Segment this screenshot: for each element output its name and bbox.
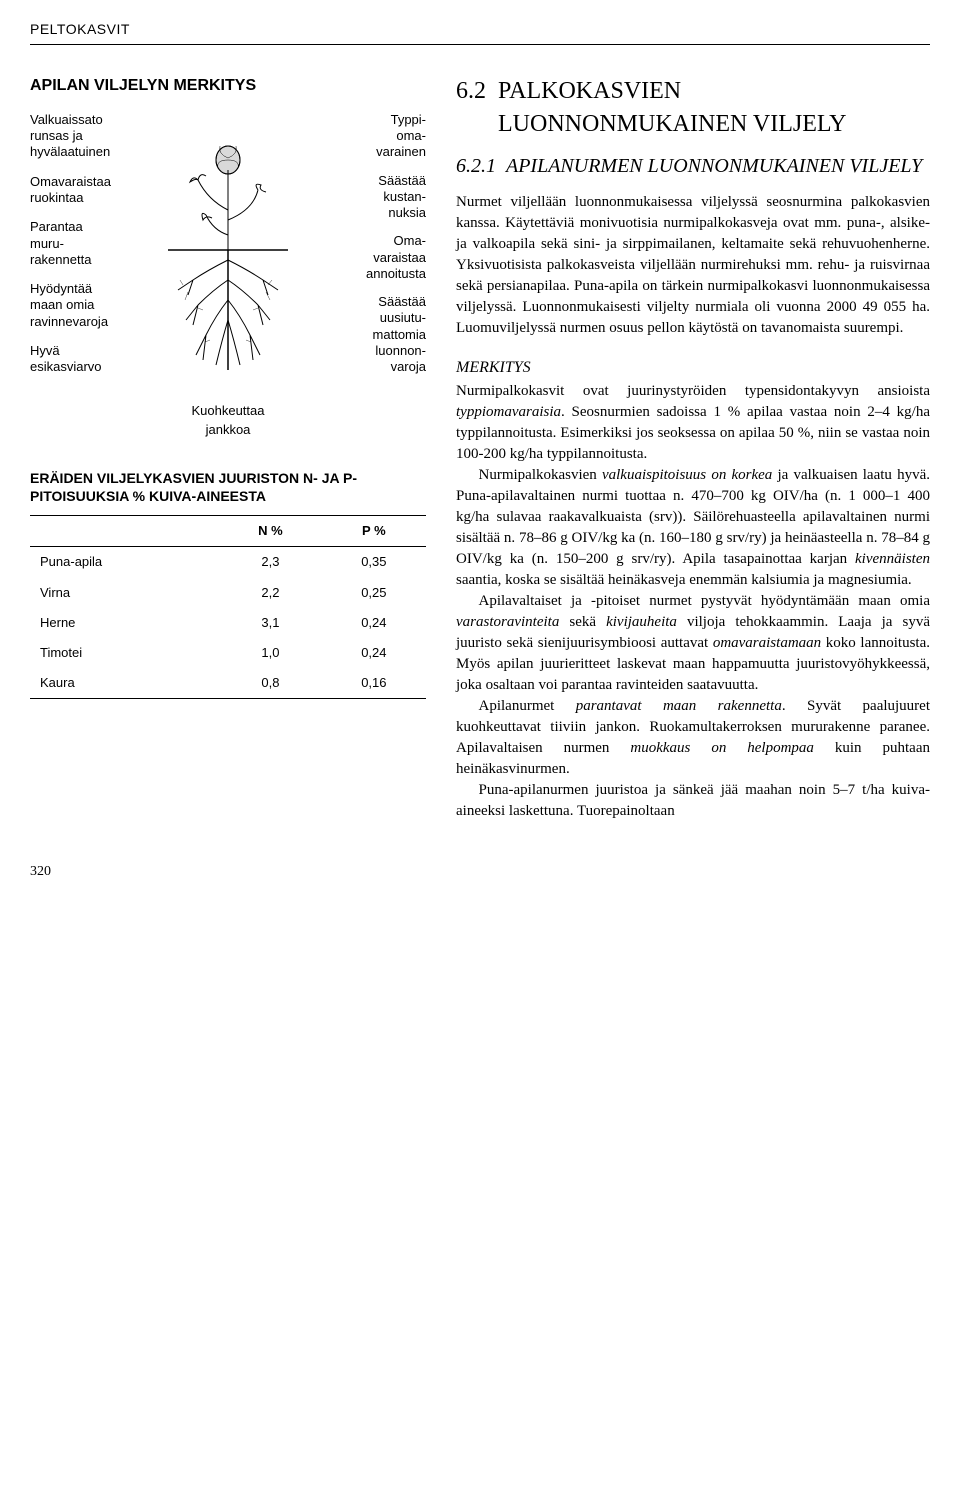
table-cell: Timotei <box>30 638 219 668</box>
diagram-title: APILAN VILJELYN MERKITYS <box>30 75 426 97</box>
diagram-right-labels: Typpi-oma-varainen Säästääkustan-nuksia … <box>336 112 426 388</box>
paragraph: Nurmipalkokasvit ovat juurinystyröiden t… <box>456 381 930 465</box>
paragraph: Puna-apilanurmen juuristoa ja sänkeä jää… <box>456 780 930 822</box>
paragraph: Apilanurmet parantavat maan rakennetta. … <box>456 696 930 780</box>
page-number: 320 <box>30 862 930 882</box>
table-cell: 3,1 <box>219 608 322 638</box>
table-cell: Virna <box>30 578 219 608</box>
heading-text: APILANURMEN LUONNONMUKAINEN VILJELY <box>506 152 922 180</box>
diagram-label: Säästääuusiutu-mattomialuonnon-varoja <box>336 294 426 375</box>
plant-illustration <box>125 112 331 388</box>
table-cell: 0,35 <box>322 547 426 578</box>
clover-plant-icon <box>158 120 298 380</box>
table-row: Virna 2,2 0,25 <box>30 578 426 608</box>
heading-number: 6.2 <box>456 75 486 142</box>
table-cell: 0,24 <box>322 638 426 668</box>
table-header <box>30 516 219 547</box>
table-cell: 2,2 <box>219 578 322 608</box>
table-header-row: N % P % <box>30 516 426 547</box>
table-cell: 0,16 <box>322 668 426 699</box>
nutrient-table: N % P % Puna-apila 2,3 0,35 Virna 2,2 0,… <box>30 515 426 699</box>
diagram-caption: Kuohkeuttaajankkoa <box>30 402 426 438</box>
left-column: APILAN VILJELYN MERKITYS Valkuaissatorun… <box>30 75 426 823</box>
table-row: Kaura 0,8 0,16 <box>30 668 426 699</box>
table-cell: 1,0 <box>219 638 322 668</box>
diagram-label: Säästääkustan-nuksia <box>336 173 426 222</box>
diagram-label: Omavaraistaaruokintaa <box>30 174 120 207</box>
table-row: Herne 3,1 0,24 <box>30 608 426 638</box>
table-row: Timotei 1,0 0,24 <box>30 638 426 668</box>
paragraph: Apilavaltaiset ja -pitoiset nurmet pysty… <box>456 591 930 696</box>
table-row: Puna-apila 2,3 0,35 <box>30 547 426 578</box>
paragraph: Nurmet viljellään luonnonmukaisessa vilj… <box>456 192 930 339</box>
clover-diagram: Valkuaissatorunsas jahyvälaatuinen Omava… <box>30 112 426 388</box>
table-header: N % <box>219 516 322 547</box>
table-cell: Puna-apila <box>30 547 219 578</box>
diagram-label: Parantaamuru-rakennetta <box>30 219 120 268</box>
table-header: P % <box>322 516 426 547</box>
intro-paragraph: Nurmet viljellään luonnonmukaisessa vilj… <box>456 192 930 339</box>
table-cell: 2,3 <box>219 547 322 578</box>
merkitys-title: MERKITYS <box>456 357 930 379</box>
heading-text: PALKOKASVIEN LUONNONMUKAINEN VILJELY <box>498 75 930 142</box>
diagram-label: Oma-varaistaaannoitusta <box>336 233 426 282</box>
table-cell: Herne <box>30 608 219 638</box>
running-head: PELTOKASVIT <box>30 20 930 45</box>
table-title: ERÄIDEN VILJELYKASVIEN JUURISTON N- JA P… <box>30 469 426 505</box>
diagram-label: Hyväesikasviarvo <box>30 343 120 376</box>
content-columns: APILAN VILJELYN MERKITYS Valkuaissatorun… <box>30 75 930 823</box>
table-cell: 0,8 <box>219 668 322 699</box>
diagram-label: Valkuaissatorunsas jahyvälaatuinen <box>30 112 120 161</box>
diagram-label: Typpi-oma-varainen <box>336 112 426 161</box>
table-cell: Kaura <box>30 668 219 699</box>
heading-number: 6.2.1 <box>456 152 496 180</box>
diagram-left-labels: Valkuaissatorunsas jahyvälaatuinen Omava… <box>30 112 120 388</box>
merkitys-body: Nurmipalkokasvit ovat juurinystyröiden t… <box>456 381 930 822</box>
table-cell: 0,25 <box>322 578 426 608</box>
table-cell: 0,24 <box>322 608 426 638</box>
right-column: 6.2 PALKOKASVIEN LUONNONMUKAINEN VILJELY… <box>456 75 930 823</box>
diagram-label: Hyödyntäämaan omiaravinnevaroja <box>30 281 120 330</box>
subsection-heading: 6.2.1 APILANURMEN LUONNONMUKAINEN VILJEL… <box>456 152 930 180</box>
paragraph: Nurmipalkokasvien valkuaispitoisuus on k… <box>456 465 930 591</box>
section-heading: 6.2 PALKOKASVIEN LUONNONMUKAINEN VILJELY <box>456 75 930 142</box>
